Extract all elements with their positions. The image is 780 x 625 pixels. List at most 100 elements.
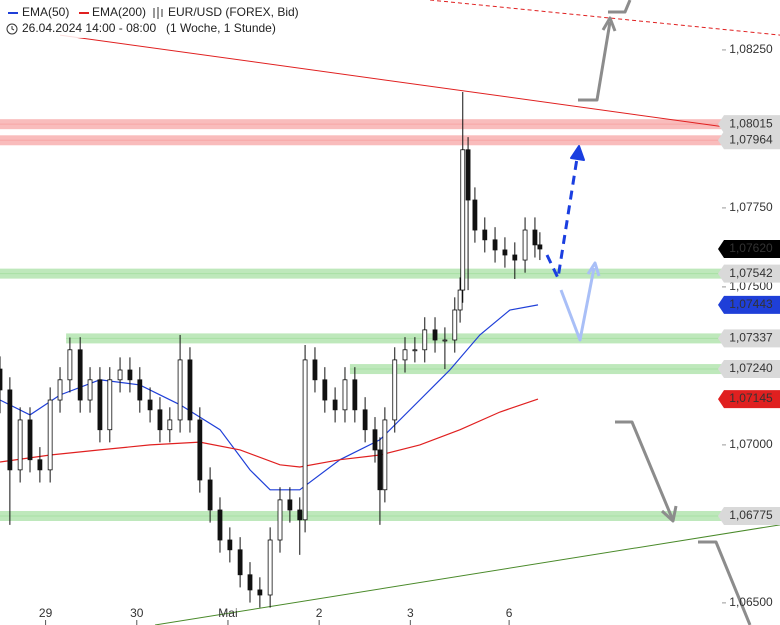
blue-arrow-head xyxy=(570,145,585,161)
candle-body xyxy=(217,509,223,541)
candle-body xyxy=(117,369,123,381)
price-tag xyxy=(718,360,780,379)
candle-body xyxy=(522,229,528,261)
header: EMA(50) EMA(200) EUR/USD (FOREX, Bid) 26… xyxy=(0,0,310,38)
candle-body xyxy=(402,349,408,361)
price-tag xyxy=(718,295,780,314)
header-bg xyxy=(0,0,310,38)
candle-body xyxy=(460,149,466,291)
price-tag xyxy=(718,131,780,150)
candle-body xyxy=(412,349,418,352)
price-tag-label: 1,07964 xyxy=(729,132,773,146)
clock-icon xyxy=(6,23,18,35)
legend-entry: EMA(50) xyxy=(22,5,69,19)
y-tick-label: 1,07000 xyxy=(729,437,773,451)
candle-body xyxy=(157,409,163,431)
price-tag xyxy=(718,115,780,134)
price-tag xyxy=(718,329,780,348)
candle-body xyxy=(537,244,543,250)
price-tag xyxy=(718,506,780,525)
candle-body xyxy=(362,409,368,431)
gray-arrow-head xyxy=(601,16,617,32)
price-tag-label: 1,07145 xyxy=(729,391,773,405)
candle-body xyxy=(302,359,308,521)
x-tick-label: 29 xyxy=(39,606,53,620)
plot xyxy=(0,91,543,608)
gray-arrow xyxy=(578,21,612,102)
candle-body xyxy=(27,419,33,461)
candle-body xyxy=(502,249,508,256)
candle-body xyxy=(482,229,488,241)
candle-body xyxy=(457,289,463,311)
price-tag-label: 1,07443 xyxy=(729,297,773,311)
price-tag-label: 1,07620 xyxy=(729,241,773,255)
x-tick-label: Mai xyxy=(218,606,237,620)
x-tick-label: 2 xyxy=(316,606,323,620)
candle-body xyxy=(277,499,283,541)
candle-body xyxy=(237,549,243,576)
y-tick-label: 1,07750 xyxy=(729,200,773,214)
candle-body xyxy=(492,239,498,251)
candle-body xyxy=(0,368,3,391)
candle-body xyxy=(465,149,471,201)
candle-body xyxy=(377,449,383,491)
price-tag xyxy=(718,264,780,283)
ema-line xyxy=(0,398,539,468)
candle-body xyxy=(472,199,478,231)
trendlines xyxy=(59,0,780,625)
candle-body xyxy=(392,359,398,421)
candle-body xyxy=(312,359,318,381)
trendline xyxy=(154,524,780,625)
candle-body xyxy=(512,254,518,261)
candle-body xyxy=(227,539,233,551)
candle-body xyxy=(432,329,438,341)
candle-body xyxy=(147,399,153,411)
candle-body xyxy=(247,574,253,591)
candle-body xyxy=(297,509,303,521)
candle-body xyxy=(422,329,428,351)
light-arrow-head xyxy=(586,261,601,277)
x-tick-label: 6 xyxy=(506,606,513,620)
candle-body xyxy=(372,429,378,451)
price-tag-label: 1,06775 xyxy=(729,508,773,522)
gray-arrow-head xyxy=(660,505,678,523)
candle-body xyxy=(452,309,458,341)
candle-body xyxy=(332,399,338,411)
ema-line xyxy=(0,304,539,491)
trendline xyxy=(430,0,780,36)
candle-body xyxy=(137,379,143,401)
candle-body xyxy=(187,359,193,421)
gray-arrow xyxy=(608,0,632,14)
candle-body xyxy=(322,379,328,401)
y-tick-label: 1,06500 xyxy=(729,595,773,609)
price-tag xyxy=(718,239,780,258)
candle-body xyxy=(87,379,93,401)
gray-arrow xyxy=(615,420,674,519)
annotations xyxy=(545,0,752,625)
price-tag-label: 1,07240 xyxy=(729,361,773,375)
candle-body xyxy=(37,459,43,471)
price-tag xyxy=(718,390,780,409)
candle-body xyxy=(7,389,13,471)
candle-body xyxy=(77,349,83,401)
x-tick-label: 3 xyxy=(407,606,414,620)
price-tag-label: 1,07337 xyxy=(729,331,773,345)
price-tag-label: 1,08015 xyxy=(729,116,773,130)
candle-body xyxy=(127,369,133,381)
blue-arrow xyxy=(545,151,580,280)
period: 26.04.2024 14:00 - 08:00 xyxy=(22,21,156,35)
trendline xyxy=(59,34,725,128)
candle-body xyxy=(197,419,203,481)
candle-body xyxy=(342,379,348,411)
candle-body xyxy=(267,539,273,596)
y-tick-label: 1,08250 xyxy=(729,42,773,56)
candle-body xyxy=(352,379,358,411)
clock-hand xyxy=(11,26,15,31)
candle-body xyxy=(532,229,538,246)
gray-arrow xyxy=(698,540,752,625)
candle-body xyxy=(97,379,103,431)
candle-body xyxy=(177,359,183,421)
